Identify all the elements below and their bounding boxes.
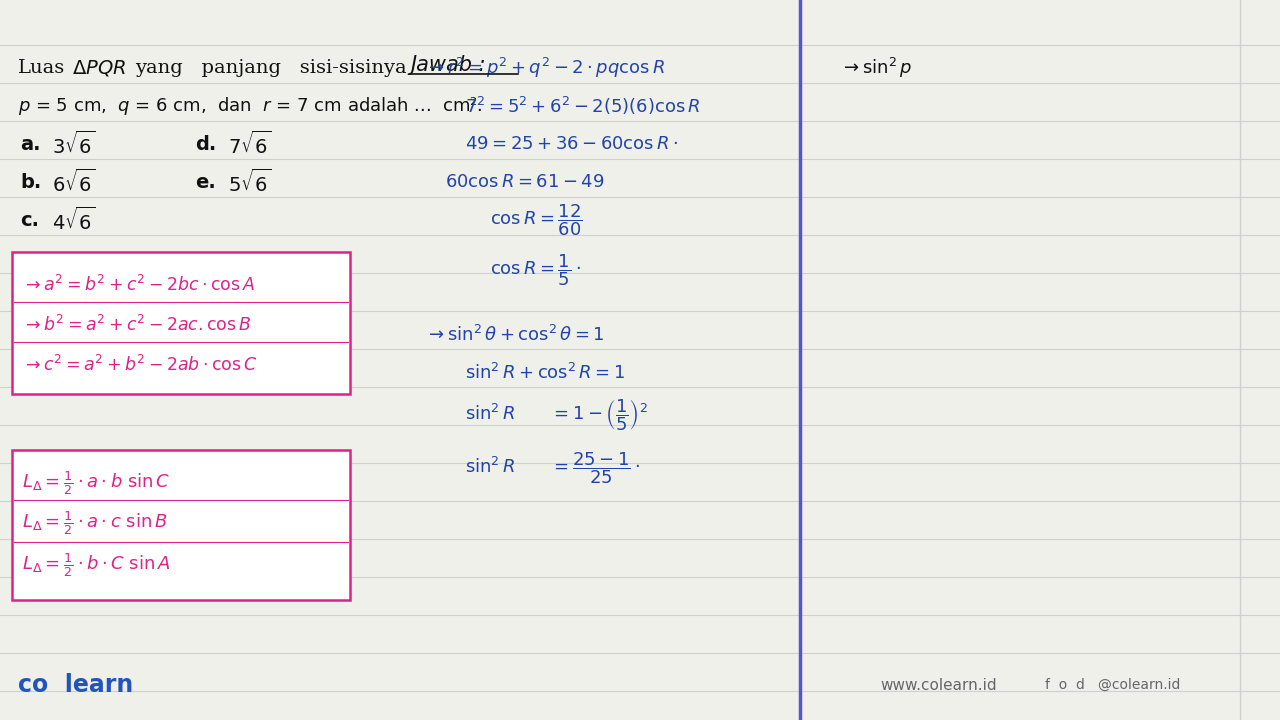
Text: $L_\Delta = \frac{1}{2} \cdot b \cdot C\ \sin A$: $L_\Delta = \frac{1}{2} \cdot b \cdot C\… — [22, 551, 170, 579]
Text: $7\sqrt{6}$: $7\sqrt{6}$ — [228, 130, 271, 158]
Bar — [12, 450, 349, 600]
Text: $\sin^2 R \qquad = \dfrac{25-1}{25} \cdot$: $\sin^2 R \qquad = \dfrac{25-1}{25} \cdo… — [465, 450, 640, 486]
Text: $\rightarrow b^2 = a^2 + c^2 - 2ac. \cos B$: $\rightarrow b^2 = a^2 + c^2 - 2ac. \cos… — [22, 315, 251, 335]
Text: $\rightarrow c^2 = a^2 + b^2 - 2ab \cdot \cos C$: $\rightarrow c^2 = a^2 + b^2 - 2ab \cdot… — [22, 355, 257, 375]
Text: $\rightarrow \sin^2 p$: $\rightarrow \sin^2 p$ — [840, 56, 913, 80]
Text: $\rightarrow r^2 = p^2 + q^2 - 2 \cdot pq \cos R$: $\rightarrow r^2 = p^2 + q^2 - 2 \cdot p… — [425, 56, 664, 80]
Text: $\cos R = \dfrac{1}{5} \cdot$: $\cos R = \dfrac{1}{5} \cdot$ — [490, 252, 581, 288]
Text: $\sin^2 R + \cos^2 R = 1$: $\sin^2 R + \cos^2 R = 1$ — [465, 363, 625, 383]
Text: $\cos R = \dfrac{12}{60}$: $\cos R = \dfrac{12}{60}$ — [490, 202, 582, 238]
Bar — [12, 252, 349, 394]
Text: $L_\Delta = \frac{1}{2} \cdot a \cdot b\ \sin C$: $L_\Delta = \frac{1}{2} \cdot a \cdot b\… — [22, 469, 170, 497]
Text: Jawab :: Jawab : — [410, 55, 485, 75]
Text: www.colearn.id: www.colearn.id — [881, 678, 997, 693]
Text: c.: c. — [20, 210, 38, 230]
Text: co  learn: co learn — [18, 673, 133, 697]
Text: a.: a. — [20, 135, 41, 153]
Text: $4\sqrt{6}$: $4\sqrt{6}$ — [52, 207, 95, 233]
Text: f  o  d   @colearn.id: f o d @colearn.id — [1044, 678, 1180, 692]
Text: $49 = 25 + 36 - 60 \cos R \cdot$: $49 = 25 + 36 - 60 \cos R \cdot$ — [465, 135, 678, 153]
Text: d.: d. — [195, 135, 216, 153]
Text: $\rightarrow a^2 = b^2 + c^2 - 2bc \cdot \cos A$: $\rightarrow a^2 = b^2 + c^2 - 2bc \cdot… — [22, 275, 255, 295]
Text: $L_\Delta = \frac{1}{2} \cdot a \cdot c\ \sin B$: $L_\Delta = \frac{1}{2} \cdot a \cdot c\… — [22, 509, 168, 537]
Text: $\sin^2 R \qquad = 1 - \left(\dfrac{1}{5}\right)^2$: $\sin^2 R \qquad = 1 - \left(\dfrac{1}{5… — [465, 397, 648, 433]
Text: e.: e. — [195, 173, 216, 192]
Text: Luas: Luas — [18, 59, 65, 77]
Text: $3\sqrt{6}$: $3\sqrt{6}$ — [52, 130, 95, 158]
Text: $\rightarrow \sin^2 \theta + \cos^2 \theta = 1$: $\rightarrow \sin^2 \theta + \cos^2 \the… — [425, 325, 604, 345]
Text: $5\sqrt{6}$: $5\sqrt{6}$ — [228, 168, 271, 196]
Text: $p$ = 5 cm,  $q$ = 6 cm,  dan  $r$ = 7 cm adalah ...  cm².: $p$ = 5 cm, $q$ = 6 cm, dan $r$ = 7 cm a… — [18, 95, 483, 117]
Text: $60 \cos R = 61 - 49$: $60 \cos R = 61 - 49$ — [445, 173, 604, 191]
Text: $6\sqrt{6}$: $6\sqrt{6}$ — [52, 168, 95, 196]
Text: $\Delta PQR$: $\Delta PQR$ — [72, 58, 127, 78]
Text: yang   panjang   sisi-sisinya: yang panjang sisi-sisinya — [134, 59, 407, 77]
Text: $7^2 = 5^2 + 6^2 - 2(5)(6) \cos R$: $7^2 = 5^2 + 6^2 - 2(5)(6) \cos R$ — [465, 95, 700, 117]
Text: b.: b. — [20, 173, 41, 192]
